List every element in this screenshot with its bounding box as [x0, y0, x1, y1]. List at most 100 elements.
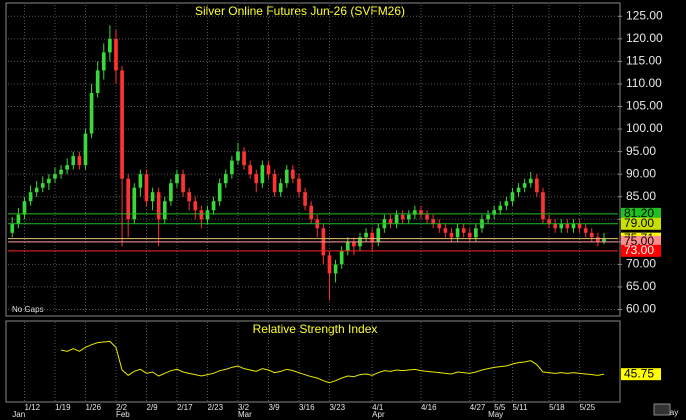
x-tick-label: 5/11 — [512, 403, 528, 412]
candle-body — [535, 178, 539, 193]
candle-body — [461, 228, 466, 233]
y-tick-label: 95.00 — [626, 144, 656, 158]
candle-body — [169, 183, 173, 202]
y-tick-label: 105.00 — [626, 99, 663, 113]
level-box — [621, 207, 661, 220]
month-label: May — [488, 410, 503, 419]
candle-body — [443, 228, 448, 233]
indicator-title: Relative Strength Index — [253, 322, 378, 336]
candle-body — [303, 192, 307, 206]
candle-body — [364, 232, 368, 238]
level-box — [621, 217, 661, 230]
month-label: Mar — [238, 410, 252, 419]
x-tick-label: 2/9 — [146, 403, 158, 412]
level-box — [621, 235, 661, 248]
candle-body — [376, 228, 381, 242]
candle-body — [541, 192, 545, 220]
candle-body — [467, 232, 472, 238]
candle-body — [394, 214, 399, 224]
candle-body — [309, 205, 313, 220]
x-tick-label: 3/2 — [238, 403, 250, 412]
candle-body — [175, 174, 179, 184]
x-unit: Day — [664, 408, 678, 417]
level-label: 81.20 — [624, 206, 654, 220]
x-tick-label: 4/1 — [372, 403, 384, 412]
candle-body — [419, 210, 423, 215]
candle-body — [516, 187, 521, 193]
candle-body — [406, 214, 411, 220]
candle-body — [162, 201, 167, 220]
y-tick-label: 90.00 — [626, 166, 656, 180]
candle-body — [528, 178, 533, 184]
candle-body — [211, 201, 216, 211]
candle-body — [132, 187, 137, 220]
candle-body — [449, 232, 454, 238]
candle-body — [400, 214, 405, 220]
level-label: 79.00 — [624, 216, 654, 230]
candle-body — [284, 169, 289, 184]
level-box — [621, 244, 661, 257]
candle-body — [474, 228, 478, 238]
candle-body — [10, 223, 15, 233]
candle-body — [242, 151, 246, 166]
candle-body — [278, 183, 283, 193]
candle-body — [217, 183, 222, 202]
indicator-value: 45.75 — [624, 366, 654, 380]
candle-body — [492, 210, 496, 215]
x-tick-label: 3/16 — [299, 403, 315, 412]
gaps-note: No Gaps — [12, 305, 44, 314]
candle-body — [559, 223, 564, 229]
month-label: Feb — [116, 410, 130, 419]
candle-body — [577, 223, 582, 229]
y-tick-label: 70.00 — [626, 257, 656, 271]
candle-body — [498, 205, 503, 211]
candle-body — [187, 192, 191, 202]
candle-body — [223, 174, 228, 184]
candle-body — [71, 156, 76, 166]
y-tick-label: 110.00 — [626, 76, 662, 90]
x-tick-label: 5/25 — [580, 403, 596, 412]
candle-body — [297, 178, 301, 193]
candle-body — [181, 174, 185, 193]
candle-body — [431, 219, 435, 224]
candle-body — [333, 264, 338, 274]
x-tick-label: 1/26 — [85, 403, 101, 412]
x-tick-label: 1/19 — [55, 403, 71, 412]
candle-body — [571, 223, 576, 229]
candle-body — [138, 174, 143, 188]
candle-body — [83, 133, 88, 166]
x-tick-label: 4/16 — [421, 403, 437, 412]
x-tick-label: 1/12 — [24, 403, 40, 412]
level-label: 75.00 — [624, 234, 654, 248]
toolbar-icon[interactable] — [653, 403, 671, 416]
x-tick-label: 2/23 — [207, 403, 223, 412]
candle-body — [388, 219, 393, 224]
candle-body — [193, 201, 198, 211]
level-label: 73.00 — [624, 243, 654, 257]
candle-body — [144, 174, 149, 202]
candle-body — [266, 165, 271, 175]
candle-body — [553, 223, 557, 229]
candle-body — [254, 174, 259, 184]
candle-body — [199, 210, 204, 220]
candle-body — [89, 92, 94, 134]
candle-body — [205, 210, 210, 220]
month-label: Apr — [372, 410, 385, 419]
candle-body — [596, 237, 600, 242]
candle-body — [28, 192, 33, 202]
candle-body — [589, 232, 594, 238]
y-tick-label: 100.00 — [626, 121, 663, 135]
candle-body — [40, 183, 45, 188]
candle-body — [547, 219, 551, 224]
candle-body — [522, 183, 527, 188]
candle-body — [114, 38, 118, 71]
candle-body — [120, 70, 124, 179]
candle-body — [101, 52, 106, 71]
x-tick-label: 4/27 — [470, 403, 486, 412]
x-tick-label: 3/23 — [329, 403, 345, 412]
y-tick-label: 125.00 — [626, 8, 663, 22]
candle-body — [95, 70, 100, 93]
indicator-box — [621, 368, 661, 381]
candle-body — [59, 169, 63, 175]
candle-body — [150, 192, 155, 202]
